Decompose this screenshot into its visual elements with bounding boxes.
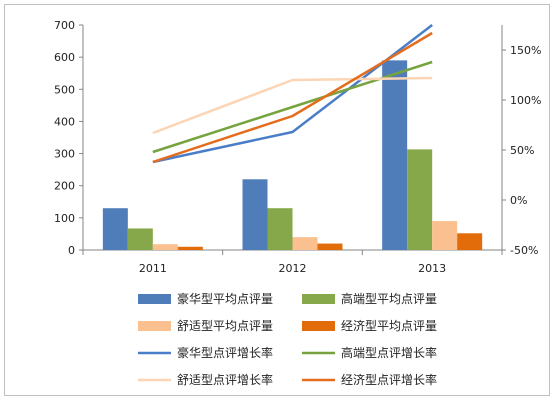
bar bbox=[317, 243, 343, 250]
x-tick-label: 2012 bbox=[279, 262, 307, 275]
legend-label: 高端型点评增长率 bbox=[341, 345, 437, 360]
legend-swatch bbox=[138, 294, 171, 304]
y-left-tick-label: 700 bbox=[54, 19, 75, 32]
y-right-tick-label: 150% bbox=[510, 44, 541, 57]
legend-label: 经济型平均点评量 bbox=[341, 318, 437, 333]
bar bbox=[102, 208, 128, 250]
legend-label: 经济型点评增长率 bbox=[341, 372, 437, 387]
y-left-tick-label: 200 bbox=[54, 180, 75, 193]
y-left-tick-label: 0 bbox=[68, 244, 75, 257]
series-line bbox=[152, 31, 433, 164]
y-left-tick-label: 400 bbox=[54, 115, 75, 128]
y-left-tick-label: 300 bbox=[54, 148, 75, 161]
y-left-tick-label: 500 bbox=[54, 83, 75, 96]
x-tick-label: 2011 bbox=[139, 262, 167, 275]
legend-swatch bbox=[138, 321, 171, 331]
series-line bbox=[152, 60, 433, 154]
y-left-tick-label: 100 bbox=[54, 212, 75, 225]
bar bbox=[242, 179, 268, 250]
chart-frame: 0 100 200 300 400 500 600 700 -50% 0% 50% 100% 150% 2… bbox=[4, 4, 550, 396]
x-tick-label: 2013 bbox=[418, 262, 446, 275]
y-right-tick-label: 50% bbox=[510, 144, 534, 157]
legend-label: 豪华型平均点评量 bbox=[177, 291, 273, 306]
y-left-tick-label: 600 bbox=[54, 51, 75, 64]
y-right-tick-label: -50% bbox=[510, 244, 538, 257]
y-right-tick-label: 0% bbox=[510, 194, 527, 207]
bar bbox=[292, 237, 318, 250]
bar bbox=[432, 221, 458, 250]
bar bbox=[407, 149, 433, 250]
bar bbox=[267, 208, 293, 250]
legend-label: 高端型平均点评量 bbox=[341, 291, 437, 306]
legend-label: 豪华型点评增长率 bbox=[177, 345, 273, 360]
y-right-tick-label: 100% bbox=[510, 94, 541, 107]
bar bbox=[457, 233, 483, 250]
series-line bbox=[152, 76, 433, 135]
legend-label: 舒适型点评增长率 bbox=[177, 372, 273, 387]
bar bbox=[152, 244, 178, 250]
bar bbox=[177, 246, 203, 250]
bar bbox=[382, 60, 408, 250]
legend-swatch bbox=[302, 321, 335, 331]
combo-chart: 0 100 200 300 400 500 600 700 -50% 0% 50% 100% 150% 2… bbox=[54, 19, 541, 387]
legend-label: 舒适型平均点评量 bbox=[177, 319, 273, 333]
bar bbox=[127, 228, 153, 250]
legend-swatch bbox=[302, 294, 335, 304]
